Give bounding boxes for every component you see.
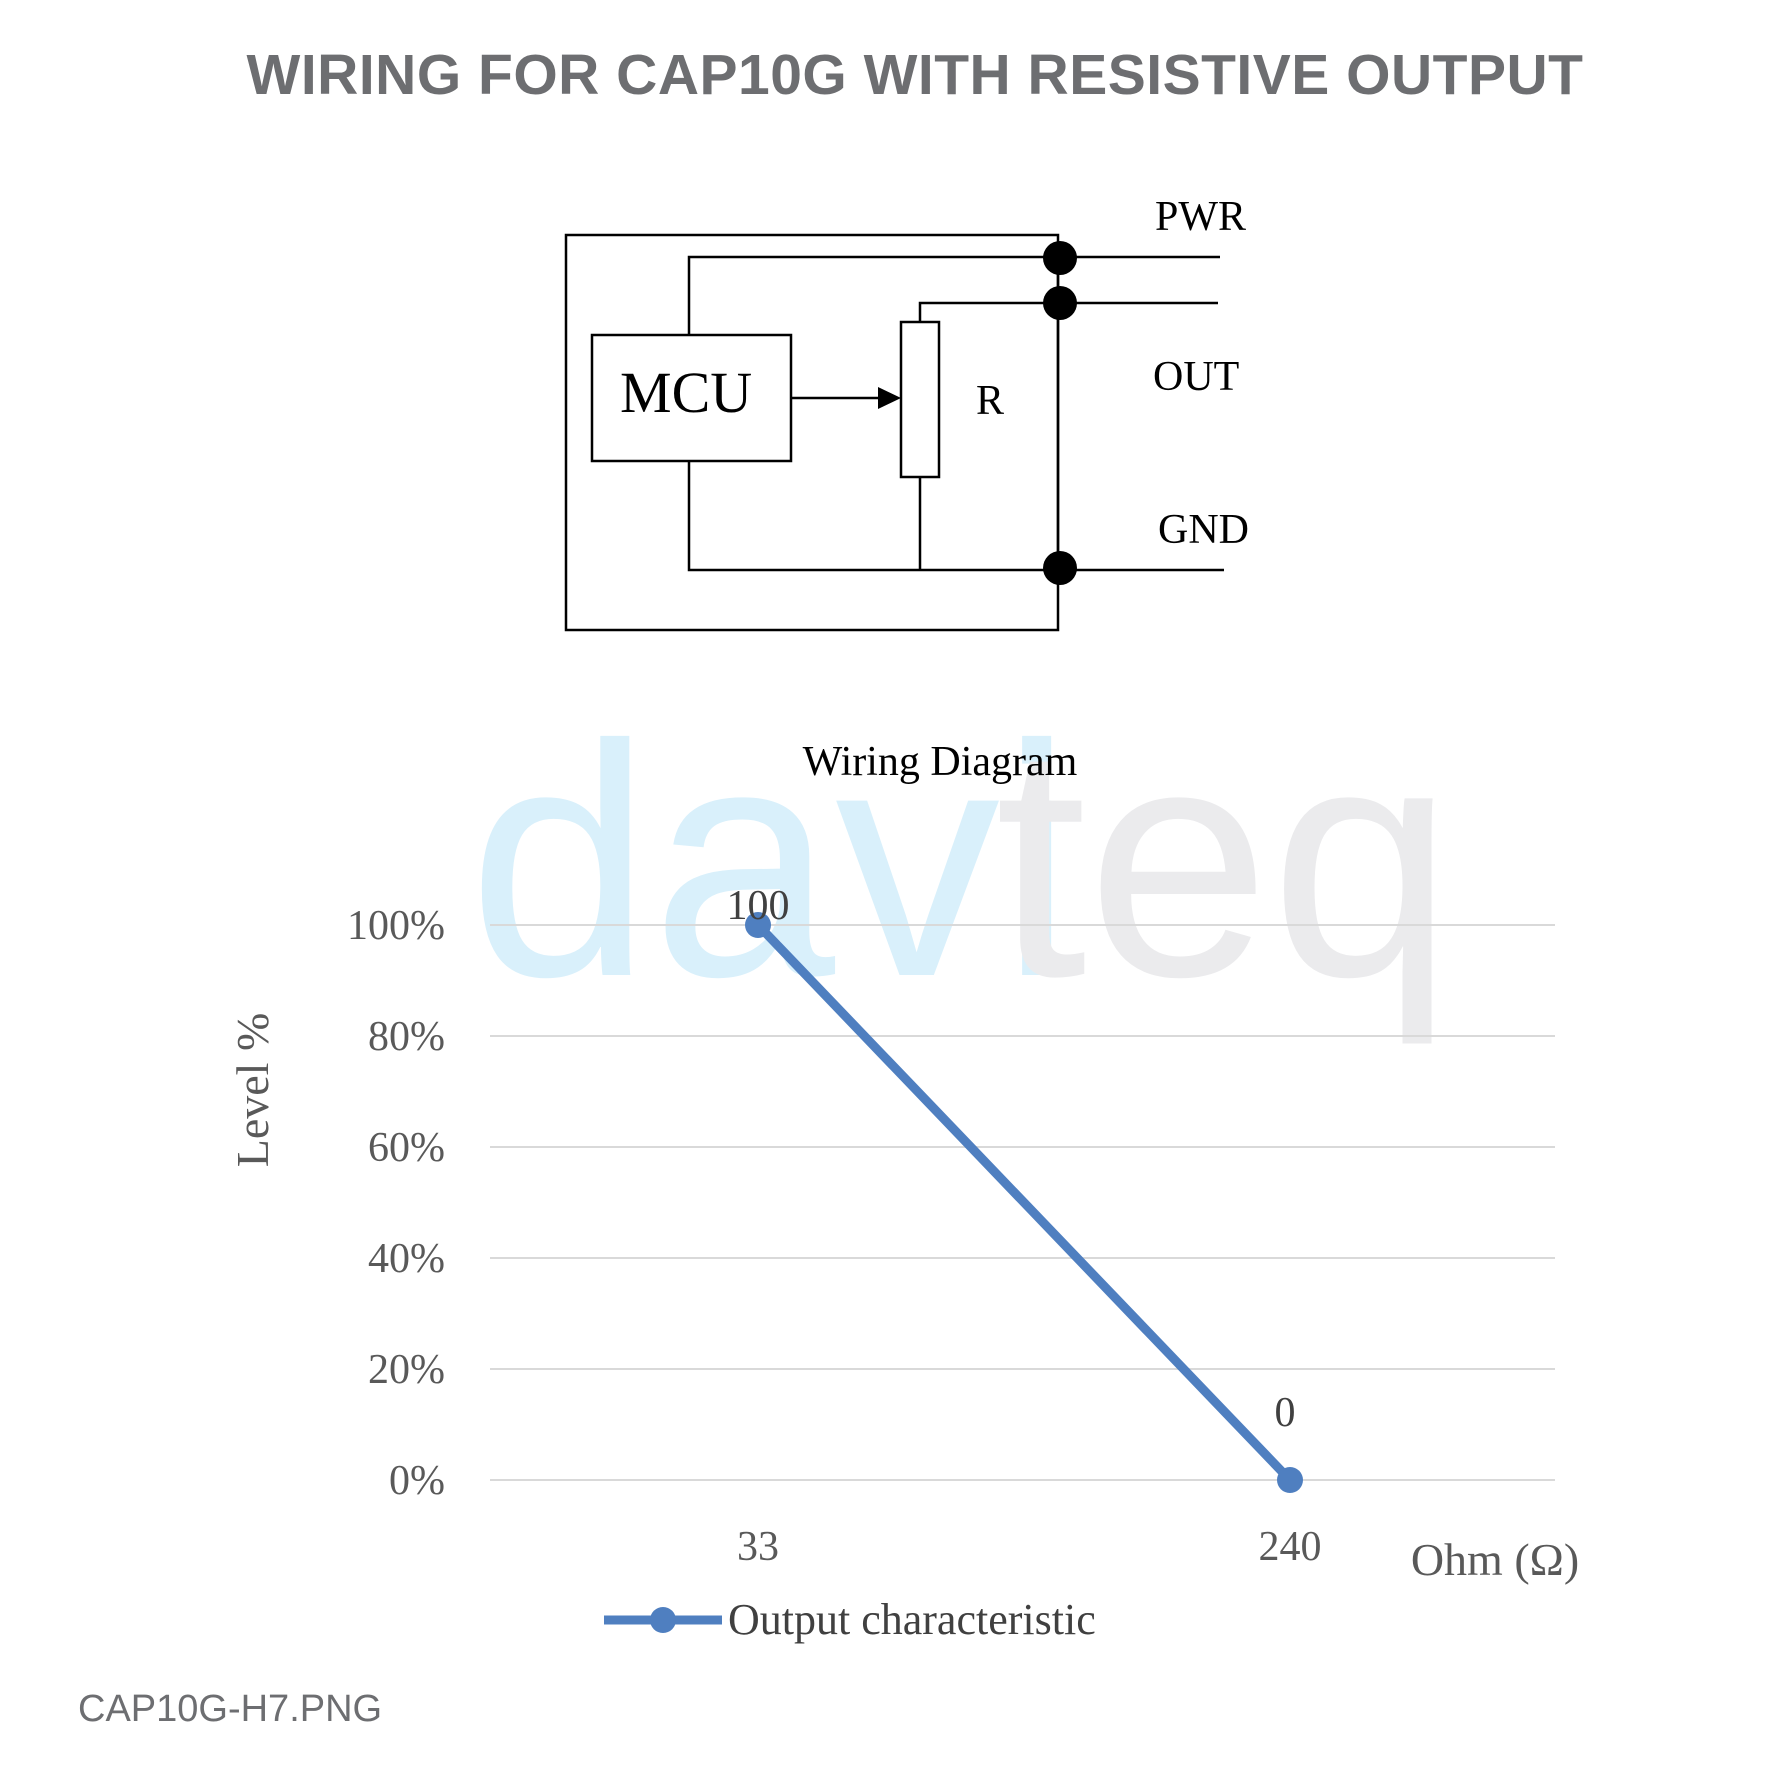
data-label: 100 — [727, 883, 790, 929]
watermark-text-davi: davi — [468, 676, 1073, 1045]
out-terminal-dot — [1043, 286, 1077, 320]
gnd-terminal-dot — [1043, 551, 1077, 585]
diagram-caption: Wiring Diagram — [803, 739, 1078, 785]
wiring-schematic — [564, 233, 1224, 632]
legend-marker — [650, 1607, 676, 1633]
series-line — [754, 921, 1294, 1484]
image-filename: CAP10G-H7.PNG — [78, 1688, 383, 1730]
y-tick-label: 60% — [368, 1125, 445, 1171]
resistor — [899, 320, 941, 479]
x-tick-label: 240 — [1259, 1524, 1322, 1570]
data-point — [1277, 1467, 1303, 1493]
data-point — [745, 912, 771, 938]
y-tick-label: 20% — [368, 1347, 445, 1393]
watermark-logo: davi teq — [468, 676, 1454, 1047]
resistor-label: R — [976, 378, 1004, 424]
y-tick-label: 100% — [347, 903, 445, 949]
data-label: 0 — [1275, 1390, 1296, 1436]
pwr-wire — [687, 255, 1220, 335]
x-axis-title: Ohm (Ω) — [1411, 1534, 1579, 1585]
y-tick-label: 80% — [368, 1014, 445, 1060]
x-tick-label: 33 — [737, 1524, 779, 1570]
gnd-wire — [687, 461, 1224, 572]
mcu-label: MCU — [620, 360, 752, 425]
y-tick-label: 0% — [389, 1458, 445, 1504]
pwr-label: PWR — [1155, 194, 1246, 240]
legend-label: Output characteristic — [728, 1595, 1096, 1644]
pwr-terminal-dot — [1043, 241, 1077, 275]
y-axis-title: Level % — [227, 1013, 278, 1168]
wiper-arrow — [878, 387, 901, 409]
page-title: WIRING FOR CAP10G WITH RESISTIVE OUTPUT — [246, 43, 1584, 107]
out-wire — [918, 301, 1218, 322]
watermark-text-teq: teq — [995, 676, 1454, 1047]
y-tick-label: 40% — [368, 1236, 445, 1282]
gnd-label: GND — [1158, 507, 1249, 553]
out-label: OUT — [1153, 354, 1239, 400]
output-chart: 100% 80% 60% 40% 20% 0% 33 240 Ohm (Ω) Level % 100… — [227, 883, 1579, 1644]
schematic-labels: MCU R PWR OUT GND Wiring Diagram — [620, 194, 1249, 785]
